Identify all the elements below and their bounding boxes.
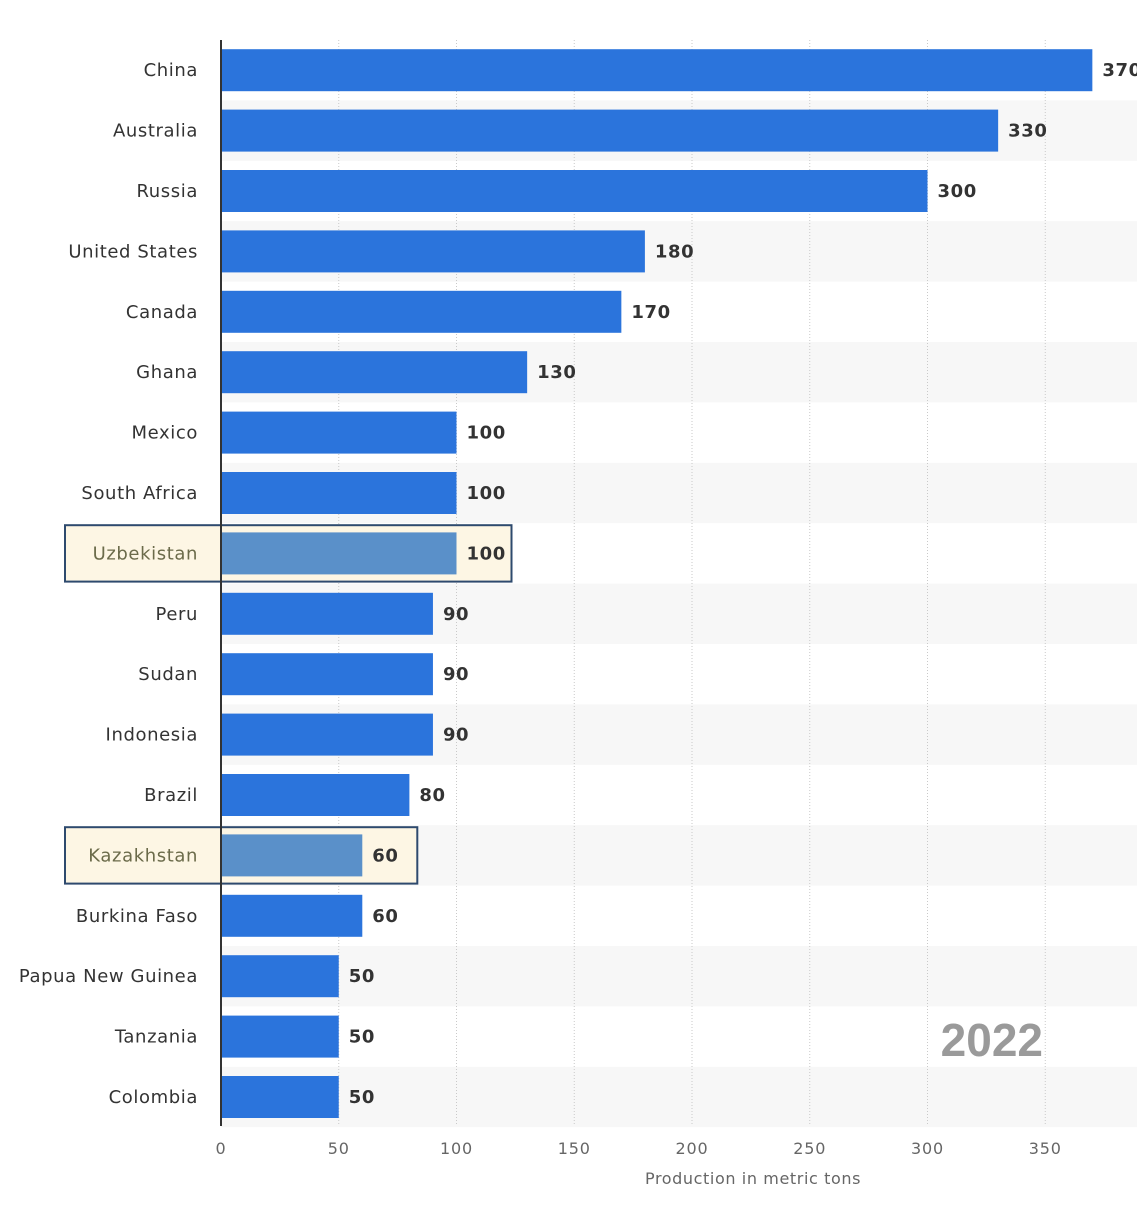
bar[interactable] — [221, 774, 410, 816]
x-tick-label: 50 — [328, 1139, 350, 1158]
value-label: 100 — [467, 423, 506, 444]
bar[interactable] — [221, 290, 622, 333]
category-label: Mexico — [132, 423, 198, 444]
bar[interactable] — [221, 170, 928, 212]
bar[interactable] — [221, 532, 457, 575]
value-label: 60 — [372, 845, 398, 866]
category-label: Colombia — [109, 1087, 198, 1108]
value-label: 300 — [938, 181, 977, 202]
bar[interactable] — [221, 1076, 339, 1118]
bar[interactable] — [221, 351, 528, 394]
category-label: Uzbekistan — [93, 543, 198, 564]
category-label: Tanzania — [114, 1027, 198, 1048]
value-label: 100 — [467, 483, 506, 504]
bar[interactable] — [221, 411, 457, 454]
category-label: Peru — [156, 604, 199, 625]
category-label: South Africa — [81, 483, 198, 504]
category-label: Papua New Guinea — [19, 966, 198, 987]
category-label: Sudan — [138, 664, 198, 685]
value-label: 50 — [349, 1087, 375, 1108]
bar[interactable] — [221, 834, 363, 877]
category-label: Indonesia — [106, 725, 198, 746]
vertical-gridlines — [338, 40, 1046, 1126]
value-label: 370 — [1102, 60, 1137, 81]
value-label: 90 — [443, 725, 469, 746]
bar[interactable] — [221, 1015, 339, 1058]
year-annotation: 2022 — [941, 1014, 1043, 1066]
category-label: Burkina Faso — [76, 906, 198, 927]
x-tick-label: 350 — [1029, 1139, 1062, 1158]
value-label: 90 — [443, 604, 469, 625]
bar[interactable] — [221, 653, 433, 696]
x-tick-label: 100 — [440, 1139, 473, 1158]
x-tick-label: 200 — [676, 1139, 709, 1158]
bar[interactable] — [221, 592, 433, 635]
category-label: Canada — [126, 302, 198, 323]
bar[interactable] — [221, 955, 339, 998]
value-label: 90 — [443, 664, 469, 685]
category-labels: China Australia Russia United States Canada G… — [19, 60, 198, 1108]
x-tick-label: 250 — [793, 1139, 826, 1158]
x-tick-label: 0 — [216, 1139, 227, 1158]
value-labels: 370 330 300 180 170 130 100 100 100 90 90 90 80 60 60 5… — [349, 60, 1137, 1108]
bar[interactable] — [221, 230, 645, 273]
category-label: Russia — [137, 181, 199, 202]
bar[interactable] — [221, 109, 999, 152]
category-label: Australia — [113, 121, 198, 142]
value-label: 130 — [537, 362, 576, 383]
value-label: 100 — [467, 543, 506, 564]
value-label: 80 — [419, 785, 445, 806]
row-stripe — [221, 946, 1137, 1007]
bar[interactable] — [221, 894, 363, 937]
bar[interactable] — [221, 49, 1093, 92]
category-label: Ghana — [136, 362, 198, 383]
bars — [221, 49, 1093, 1118]
bar[interactable] — [221, 713, 433, 756]
category-label: China — [144, 60, 198, 81]
category-label: Brazil — [144, 785, 198, 806]
row-stripe — [221, 1066, 1137, 1128]
x-tick-label: 150 — [558, 1139, 591, 1158]
value-label: 180 — [655, 241, 694, 262]
x-tick-label: 300 — [911, 1139, 944, 1158]
x-axis-title: Production in metric tons — [645, 1169, 861, 1188]
x-axis-ticks: 0 50 100 150 200 250 300 350 — [216, 1139, 1062, 1158]
value-label: 50 — [349, 1027, 375, 1048]
value-label: 170 — [631, 302, 670, 323]
category-label: Kazakhstan — [88, 845, 198, 866]
value-label: 330 — [1008, 121, 1047, 142]
value-label: 50 — [349, 966, 375, 987]
category-label: United States — [68, 241, 198, 262]
bar[interactable] — [221, 472, 457, 514]
value-label: 60 — [372, 906, 398, 927]
